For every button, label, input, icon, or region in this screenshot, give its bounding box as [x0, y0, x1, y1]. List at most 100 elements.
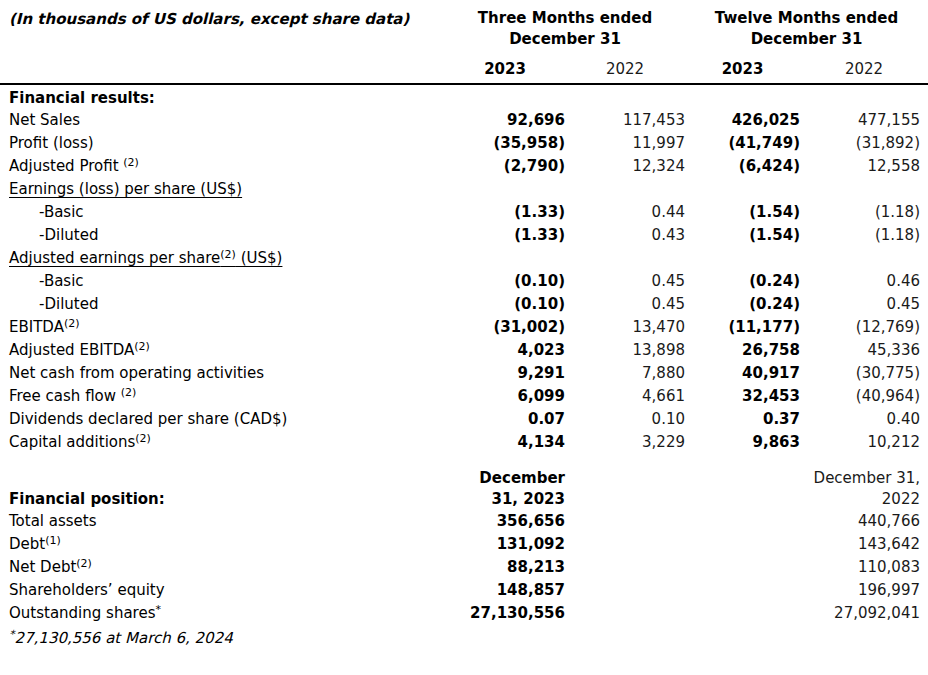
row-label: EBITDA(2) [9, 318, 80, 336]
cell-value [445, 178, 565, 201]
cell-value: (0.24) [685, 293, 800, 316]
year-header-3m-2023: 2023 [445, 50, 565, 84]
cell-value: (0.10) [445, 293, 565, 316]
cell-value [565, 178, 685, 201]
group-header-three-months: Three Months ended December 31 [445, 6, 685, 50]
cell-value: (40,964) [800, 385, 928, 408]
cell-value: 9,863 [685, 431, 800, 454]
cell-value [685, 247, 800, 270]
cell-value [565, 510, 685, 533]
table-row: Outstanding shares*27,130,55627,092,041 [0, 602, 928, 625]
cell-value: 440,766 [800, 510, 928, 533]
row-label-cell: Dividends declared per share (CAD$) [0, 408, 445, 431]
cell-value [445, 247, 565, 270]
cell-value: (6,424) [685, 155, 800, 178]
table-row: -Basic(1.33)0.44(1.54)(1.18) [0, 201, 928, 224]
row-label-cell: Net cash from operating activities [0, 362, 445, 385]
cell-value: 0.44 [565, 201, 685, 224]
section-header-row: Financial results: [0, 84, 928, 109]
cell-value: 0.43 [565, 224, 685, 247]
row-label-cell: -Diluted [0, 224, 445, 247]
cell-value: 0.10 [565, 408, 685, 431]
table-row: Capital additions(2)4,1343,2299,86310,21… [0, 431, 928, 454]
cell-value: 0.40 [800, 408, 928, 431]
row-label-cell: Debt(1) [0, 533, 445, 556]
row-label-cell: Free cash flow (2) [0, 385, 445, 408]
cell-value: (35,958) [445, 132, 565, 155]
cell-value [685, 178, 800, 201]
row-label: Profit (loss) [9, 134, 94, 152]
financial-summary-table: (In thousands of US dollars, except shar… [0, 6, 928, 649]
table-row: Earnings (loss) per share (US$) [0, 178, 928, 201]
cell-value: (1.18) [800, 201, 928, 224]
period-header-prior: December 31, 2022 [800, 468, 928, 510]
cell-value: (12,769) [800, 316, 928, 339]
table-header-block: (In thousands of US dollars, except shar… [0, 6, 928, 109]
cell-value: 196,997 [800, 579, 928, 602]
row-label-cell: Shareholders’ equity [0, 579, 445, 602]
cell-value: 356,656 [445, 510, 565, 533]
row-label: Outstanding shares* [9, 604, 161, 622]
asterisk-marker: * [9, 628, 15, 641]
cell-value: 117,453 [565, 109, 685, 132]
financial-position-body: Total assets356,656440,766Debt(1)131,092… [0, 510, 928, 625]
table-row: Dividends declared per share (CAD$)0.070… [0, 408, 928, 431]
cell-value: (41,749) [685, 132, 800, 155]
footnote-marker: (2) [134, 340, 150, 353]
row-label-cell: -Basic [0, 270, 445, 293]
cell-value: 110,083 [800, 556, 928, 579]
cell-value: 45,336 [800, 339, 928, 362]
cell-value: (1.18) [800, 224, 928, 247]
table-row: Debt(1)131,092143,642 [0, 533, 928, 556]
cell-value: 426,025 [685, 109, 800, 132]
table-row: -Diluted(0.10)0.45(0.24)0.45 [0, 293, 928, 316]
cell-value: (1.33) [445, 224, 565, 247]
row-label-cell: Earnings (loss) per share (US$) [0, 178, 445, 201]
table-row: EBITDA(2)(31,002)13,470(11,177)(12,769) [0, 316, 928, 339]
cell-value: (1.54) [685, 224, 800, 247]
table-row: Adjusted Profit (2)(2,790)12,324(6,424)1… [0, 155, 928, 178]
cell-value: 12,324 [565, 155, 685, 178]
cell-value: 27,130,556 [445, 602, 565, 625]
cell-value: 131,092 [445, 533, 565, 556]
cell-value: (30,775) [800, 362, 928, 385]
financial-position-heading-cell: Financial position: [0, 468, 445, 510]
cell-value: (31,892) [800, 132, 928, 155]
table-row: -Diluted (1.33)0.43(1.54)(1.18) [0, 224, 928, 247]
cell-value: 9,291 [445, 362, 565, 385]
table-row: Net Sales92,696117,453426,025477,155 [0, 109, 928, 132]
footnote-marker: (2) [220, 248, 236, 261]
cell-value [685, 602, 800, 625]
cell-value: 4,661 [565, 385, 685, 408]
footnote-marker: (2) [123, 156, 139, 169]
cell-value: (31,002) [445, 316, 565, 339]
table-row: Net cash from operating activities9,2917… [0, 362, 928, 385]
financial-results-body: Net Sales92,696117,453426,025477,155 Prof… [0, 109, 928, 454]
row-label: Adjusted earnings per share(2) (US$) [9, 249, 282, 267]
cell-value: 3,229 [565, 431, 685, 454]
footnote-text: 27,130,556 at March 6, 2024 [15, 629, 233, 647]
cell-value: 88,213 [445, 556, 565, 579]
row-label: Net cash from operating activities [9, 364, 264, 382]
table-row: Adjusted earnings per share(2) (US$) [0, 247, 928, 270]
row-label: -Diluted [39, 226, 98, 244]
footnote-cell: *27,130,556 at March 6, 2024 [0, 625, 928, 649]
cell-value: 32,453 [685, 385, 800, 408]
spacer-row [0, 454, 928, 468]
table-row: Net Debt(2)88,213110,083 [0, 556, 928, 579]
row-label: Dividends declared per share (CAD$) [9, 410, 287, 428]
row-label-cell: EBITDA(2) [0, 316, 445, 339]
cell-value [685, 533, 800, 556]
cell-value: 26,758 [685, 339, 800, 362]
year-header-3m-2022: 2022 [565, 50, 685, 84]
cell-value: 12,558 [800, 155, 928, 178]
cell-value: 92,696 [445, 109, 565, 132]
cell-value [685, 556, 800, 579]
footnote-block: *27,130,556 at March 6, 2024 [0, 625, 928, 649]
cell-value [685, 579, 800, 602]
row-label: -Basic [39, 203, 84, 221]
cell-value: 0.45 [565, 293, 685, 316]
row-label: Debt(1) [9, 535, 61, 553]
cell-value: 148,857 [445, 579, 565, 602]
row-label: Adjusted Profit (2) [9, 157, 139, 175]
